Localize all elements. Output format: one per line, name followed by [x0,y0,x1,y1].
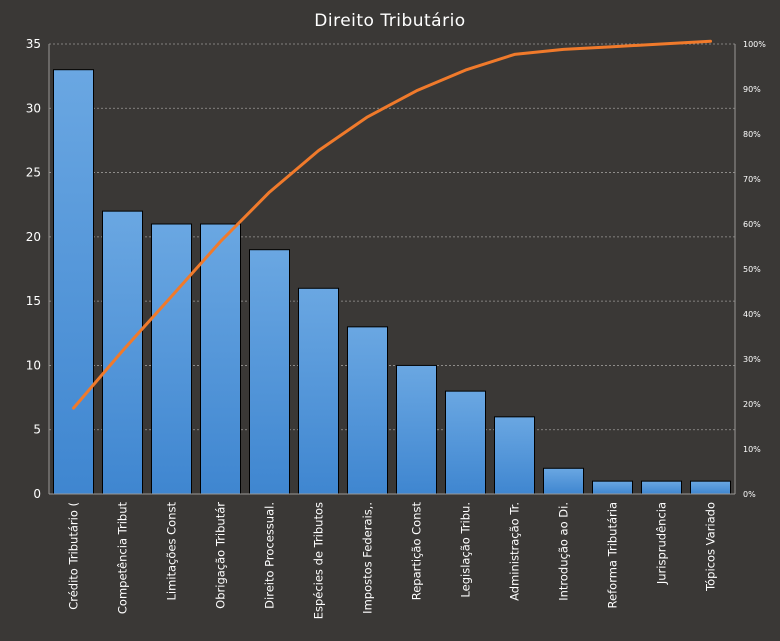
y-tick-label: 35 [26,37,41,51]
right-axis-ticks: 0% 10% 20% 30% 40% 50% 60% 70% 80% 90% 100% [743,40,766,499]
x-tick-label: Espécies de Tributos [312,502,326,619]
cumulative-line [72,39,712,410]
x-tick-label: Impostos Federais,. [361,502,375,614]
bar [249,249,290,495]
axes [48,44,736,495]
y2-tick-label: 30% [743,355,761,364]
x-tick-label: Administração Tr. [508,502,522,601]
bar [592,480,633,495]
y2-tick-label: 0% [743,490,756,499]
x-tick-label: Reforma Tributária [606,502,620,608]
bar [200,223,241,495]
y-tick-label: 5 [33,423,41,437]
y2-tick-label: 100% [743,40,766,49]
x-tick-label: Tópicos Variado [704,502,718,592]
x-tick-label: Jurisprudência [655,502,669,585]
x-tick-label: Obrigação Tributár [214,502,228,609]
x-tick-label: Limitações Const [165,502,179,601]
x-tick-label: Competência Tribut [116,502,130,615]
bar [151,223,192,495]
cumulative-line-series [72,39,712,410]
y-tick-label: 20 [26,230,41,244]
y2-tick-label: 80% [743,130,761,139]
x-tick-label: Introdução ao Di. [557,502,571,601]
category-axis-ticks: Crédito Tributário ( Competência Tribut Li… [67,502,718,620]
bar [396,364,437,495]
y2-tick-label: 60% [743,220,761,229]
bar [494,416,535,495]
bar [445,390,486,495]
y-tick-label: 25 [26,166,41,180]
y2-tick-label: 50% [743,265,761,274]
y2-tick-label: 40% [743,310,761,319]
x-tick-label: Crédito Tributário ( [67,502,81,610]
bar [641,480,682,495]
bar-series [53,69,731,495]
bar [298,287,339,495]
bar [690,480,731,495]
bar [347,326,388,495]
y-tick-label: 15 [26,294,41,308]
y-tick-label: 30 [26,101,41,115]
bar [53,69,94,495]
y2-tick-label: 70% [743,175,761,184]
y2-tick-label: 90% [743,85,761,94]
y2-tick-label: 20% [743,400,761,409]
y-tick-label: 0 [33,487,41,501]
x-tick-label: Legislação Tribu. [459,502,473,598]
left-axis-ticks: 0 5 10 15 20 25 30 35 [26,37,41,501]
y2-tick-label: 10% [743,445,761,454]
chart-title: Direito Tributário [314,11,465,31]
x-tick-label: Repartição Const [410,502,424,601]
x-tick-label: Direito Processual. [263,502,277,609]
bar [543,467,584,495]
y-tick-label: 10 [26,358,41,372]
